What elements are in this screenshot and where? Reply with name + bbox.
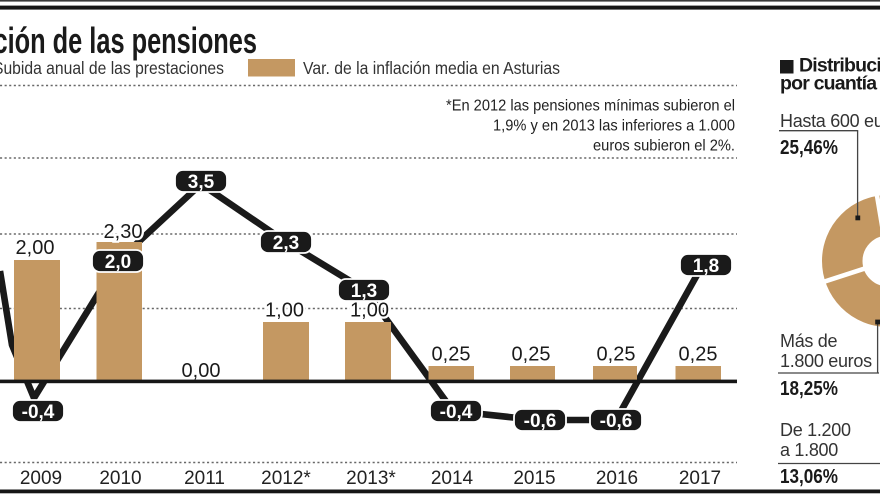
svg-text:por cuantía en Asturias: por cuantía en Asturias bbox=[780, 73, 880, 95]
svg-text:2,3: 2,3 bbox=[273, 233, 299, 254]
svg-text:2010: 2010 bbox=[99, 468, 141, 489]
svg-text:-0,4: -0,4 bbox=[22, 402, 55, 423]
svg-text:1.800 euros: 1.800 euros bbox=[780, 351, 872, 371]
svg-text:De 1.200: De 1.200 bbox=[780, 420, 851, 440]
svg-text:0,25: 0,25 bbox=[597, 344, 636, 366]
svg-text:Distribución de las: Distribución de las bbox=[799, 55, 880, 77]
svg-text:2009: 2009 bbox=[20, 468, 62, 489]
svg-text:2,30: 2,30 bbox=[104, 221, 143, 243]
svg-text:1,00: 1,00 bbox=[265, 300, 304, 322]
svg-text:2014: 2014 bbox=[431, 468, 474, 489]
svg-text:2,00: 2,00 bbox=[16, 237, 55, 259]
svg-text:0,25: 0,25 bbox=[432, 344, 471, 366]
svg-text:1,00: 1,00 bbox=[350, 300, 389, 322]
svg-text:ución de las pensiones: ución de las pensiones bbox=[0, 20, 257, 61]
svg-text:-0,4: -0,4 bbox=[440, 402, 473, 423]
svg-text:euros subieron el 2%.: euros subieron el 2%. bbox=[593, 138, 735, 155]
svg-text:2016: 2016 bbox=[596, 468, 638, 489]
svg-text:25,46%: 25,46% bbox=[780, 137, 838, 159]
svg-text:2012*: 2012* bbox=[261, 468, 311, 489]
svg-text:1,9% y en 2013 las inferiores: 1,9% y en 2013 las inferiores a 1.000 bbox=[493, 118, 735, 135]
svg-text:-0,6: -0,6 bbox=[524, 411, 557, 432]
svg-text:0,25: 0,25 bbox=[679, 344, 718, 366]
svg-text:-0,6: -0,6 bbox=[600, 411, 633, 432]
svg-text:0,00: 0,00 bbox=[182, 360, 221, 382]
svg-text:13,06%: 13,06% bbox=[780, 466, 838, 488]
svg-text:1,3: 1,3 bbox=[351, 281, 377, 302]
svg-text:Var. de la inflación media en: Var. de la inflación media en Asturias bbox=[303, 58, 560, 78]
svg-text:Subida anual de las prestacion: Subida anual de las prestaciones bbox=[0, 58, 224, 78]
svg-text:2013*: 2013* bbox=[346, 468, 396, 489]
svg-text:a 1.800: a 1.800 bbox=[780, 440, 838, 460]
svg-text:Más de: Más de bbox=[780, 331, 838, 351]
svg-text:2017: 2017 bbox=[679, 468, 721, 489]
svg-text:0,25: 0,25 bbox=[512, 344, 551, 366]
svg-text:18,25%: 18,25% bbox=[780, 378, 838, 400]
svg-text:1,8: 1,8 bbox=[693, 256, 719, 277]
svg-text:Hasta 600 euros: Hasta 600 euros bbox=[780, 111, 880, 131]
svg-text:2011: 2011 bbox=[184, 468, 225, 489]
svg-text:2,0: 2,0 bbox=[105, 252, 131, 273]
svg-text:2015: 2015 bbox=[513, 468, 555, 489]
svg-text:*En 2012 las pensiones mínimas: *En 2012 las pensiones mínimas subieron … bbox=[446, 98, 735, 115]
svg-text:3,5: 3,5 bbox=[188, 172, 215, 193]
